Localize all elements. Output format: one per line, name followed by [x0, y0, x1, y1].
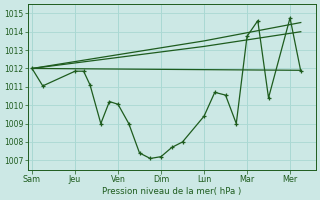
X-axis label: Pression niveau de la mer( hPa ): Pression niveau de la mer( hPa )	[102, 187, 241, 196]
